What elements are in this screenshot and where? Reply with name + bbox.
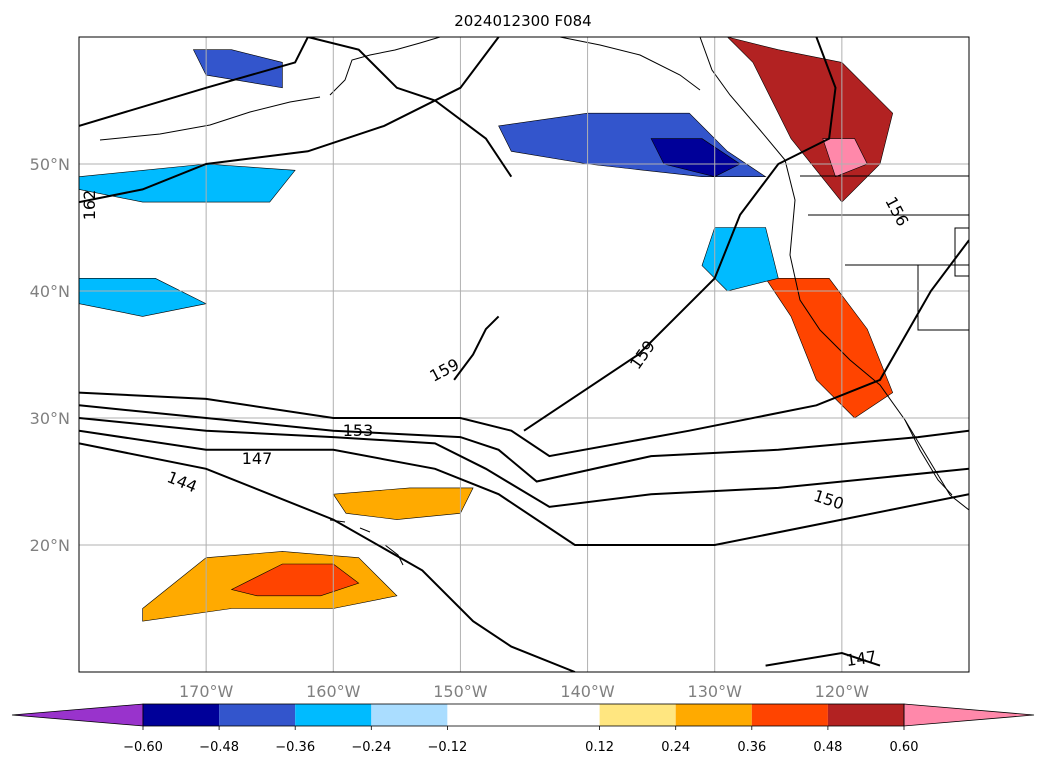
colorbar-tick-label: −0.60 [123,740,163,755]
north-america-coastline [699,37,969,511]
y-tick-label: 20°N [30,536,70,555]
aleutian-islands [99,96,321,141]
contour-147-2 [765,651,881,667]
colorbar-bin [751,704,828,726]
contour-label-147-east: 147 [845,647,878,670]
anomaly-region-7 [650,138,741,178]
x-tick-label: 130°W [688,682,743,701]
contour-label-147-west: 147 [242,449,273,468]
y-tick-label: 40°N [30,282,70,301]
colorbar-tick-label: −0.24 [351,740,391,755]
colorbar-bin [827,704,904,726]
x-tick-label: 160°W [306,682,361,701]
colorbar-tick-label: 0.60 [890,740,919,755]
colorbar-bin [675,704,752,726]
y-tick-label: 50°N [30,155,70,174]
contour-label-153: 153 [343,421,374,440]
x-tick-label: 120°W [815,682,870,701]
colorbar-bin [447,704,600,726]
x-tick-label: 150°W [433,682,488,701]
contour-162-8 [79,37,500,204]
colorbar-tick-label: −0.36 [275,740,315,755]
contour-150-3 [79,417,969,508]
contour-156-5 [79,239,969,458]
colorbar-tick-label: −0.48 [199,740,239,755]
x-axis-tick-labels: 170°W 160°W 150°W 140°W 130°W 120°W [179,682,869,701]
anomaly-region-10 [79,277,208,317]
contour-153-4 [79,404,969,483]
anomaly-region-11 [192,49,283,89]
y-tick-label: 30°N [30,409,70,428]
contour-159-6 [523,37,837,432]
anomaly-region-5 [765,277,894,419]
colorbar-tick-label: −0.12 [427,740,467,755]
anomaly-region-1 [230,563,360,597]
colorbar-bin [143,704,220,726]
colorbar-extend-high [903,703,1035,727]
y-axis-tick-labels: 50°N 40°N 30°N 20°N [30,155,70,555]
map-frame [78,36,970,673]
colorbar-tick-label: 0.36 [737,740,766,755]
contour-label-162: 162 [80,190,99,221]
colorbar-extend-low [11,703,144,727]
contour-144-0 [79,442,576,672]
colorbar-bin [371,704,448,726]
colorbar-bin [599,704,676,726]
alaska-coastline [329,37,701,96]
colorbar-bin [219,704,296,726]
colorbar-frame [142,703,905,727]
chart-title: 2024012300 F084 [454,12,591,30]
contour-147-1 [79,429,969,546]
state-borders [808,214,969,331]
map-panel [79,37,969,672]
colorbar-tick-label: 0.24 [661,740,690,755]
colorbar-tick-label: 0.12 [585,740,614,755]
anomaly-region-8 [701,227,779,292]
lat-lon-grid [79,37,969,672]
colorbar-tick-label: 0.48 [813,740,842,755]
colorbar: −0.60 −0.48 −0.36 −0.24 −0.12 0.12 0.24 0.36 0.4… [11,703,1035,755]
height-contour-layer [79,37,969,672]
x-tick-label: 170°W [179,682,234,701]
colorbar-bin [295,704,372,726]
coastline-layer [99,37,969,566]
x-tick-label: 140°W [560,682,615,701]
baja-coastline [904,419,953,496]
contour-159-9 [453,315,500,381]
contour-159-7 [79,37,513,178]
